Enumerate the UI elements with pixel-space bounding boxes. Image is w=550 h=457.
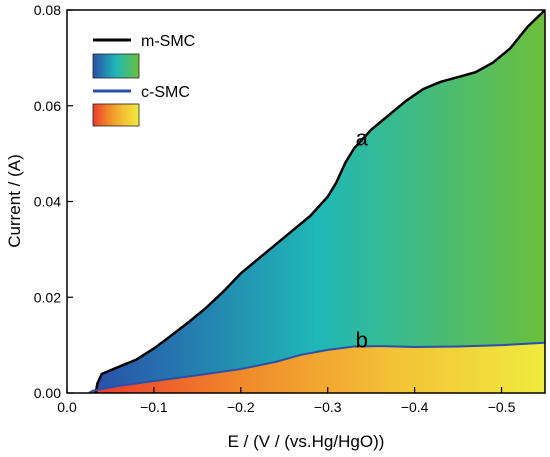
y-axis: 0.00 0.02 0.04 0.06 0.08 xyxy=(34,2,73,401)
x-tick-label: 0.0 xyxy=(57,399,77,415)
legend-c-smc-label: c-SMC xyxy=(141,84,190,101)
legend-c-smc-swatch xyxy=(92,103,140,127)
legend-m-smc-label: m-SMC xyxy=(141,33,195,50)
x-tick-label: −0.1 xyxy=(140,399,168,415)
y-tick-label: 0.06 xyxy=(34,98,61,114)
c-smc-area xyxy=(88,342,545,393)
legend-m-smc-swatch xyxy=(92,53,140,79)
y-tick-label: 0.04 xyxy=(34,194,61,210)
x-tick-label: −0.2 xyxy=(227,399,255,415)
y-tick-label: 0.02 xyxy=(34,289,61,305)
x-tick-label: −0.4 xyxy=(401,399,429,415)
legend: m-SMC c-SMC xyxy=(92,33,195,127)
y-axis-title: Current / (A) xyxy=(5,154,24,248)
annotation-b: b xyxy=(356,327,368,352)
x-axis: 0.0 −0.1 −0.2 −0.3 −0.4 −0.5 xyxy=(57,387,516,415)
annotation-a: a xyxy=(356,125,369,150)
y-tick-label: 0.00 xyxy=(34,385,61,401)
y-tick-label: 0.08 xyxy=(34,2,61,18)
m-smc-area xyxy=(95,10,545,393)
plot-area xyxy=(88,10,545,393)
x-tick-label: −0.5 xyxy=(488,399,516,415)
x-tick-label: −0.3 xyxy=(314,399,342,415)
m-smc-line xyxy=(94,10,545,393)
c-smc-line xyxy=(88,341,545,393)
x-axis-title: E / (V / (vs.Hg/HgO)) xyxy=(228,432,385,451)
